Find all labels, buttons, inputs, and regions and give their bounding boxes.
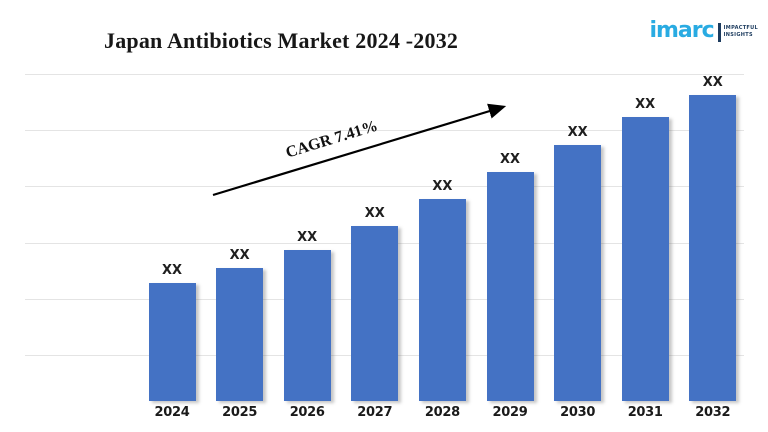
bar-value-label-2032: XX <box>702 75 723 90</box>
bar-2026 <box>283 250 331 401</box>
x-axis-label-2028: 2028 <box>424 405 460 420</box>
x-axis-label-2025: 2025 <box>222 405 258 420</box>
x-axis-label-2029: 2029 <box>492 405 528 420</box>
x-axis-label-2031: 2031 <box>627 405 663 420</box>
bar-2029 <box>486 172 534 401</box>
bar-2031 <box>621 117 669 401</box>
logo-divider <box>717 22 721 42</box>
bar-2025 <box>216 268 264 401</box>
gridline <box>25 74 744 75</box>
logo-tagline-line2: INSIGHTS <box>723 32 753 38</box>
imarc-logo-text: imarc <box>649 18 714 43</box>
x-axis-label-2024: 2024 <box>154 405 190 420</box>
bar-value-label-2027: XX <box>364 206 385 221</box>
logo-tagline-line1: IMPACTFUL <box>723 24 758 31</box>
bar-value-label-2028: XX <box>432 179 453 194</box>
bar-2028 <box>418 199 466 401</box>
bar-value-label-2029: XX <box>499 152 521 167</box>
bar-2027 <box>351 226 399 401</box>
bar-2030 <box>554 145 602 401</box>
bar-value-label-2024: XX <box>161 263 183 278</box>
chart-title: Japan Antibiotics Market 2024 -2032 <box>104 28 459 53</box>
imarc-logo: imarc IMPACTFUL INSIGHTS <box>649 20 758 42</box>
x-axis-label-2030: 2030 <box>560 405 596 420</box>
x-axis-label-2027: 2027 <box>357 405 393 420</box>
bar-value-label-2030: XX <box>567 125 588 140</box>
logo-tagline: IMPACTFUL INSIGHTS <box>724 25 758 40</box>
x-axis-label-2026: 2026 <box>289 405 325 420</box>
bar-2032 <box>689 95 737 401</box>
bar-value-label-2025: XX <box>229 248 250 263</box>
bar-value-label-2026: XX <box>297 230 318 245</box>
x-axis-label-2032: 2032 <box>695 405 731 420</box>
bar-2024 <box>148 283 196 401</box>
bar-value-label-2031: XX <box>635 97 656 112</box>
